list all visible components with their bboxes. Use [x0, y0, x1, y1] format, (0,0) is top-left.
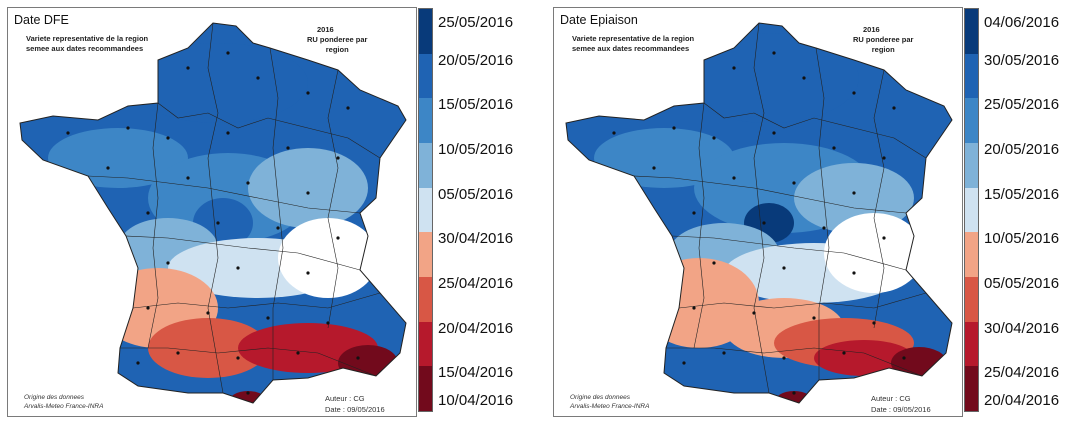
ru-note-line-1: RU ponderee par [853, 35, 914, 44]
legend-swatch [419, 187, 432, 233]
legend-swatch [419, 98, 432, 143]
map-frame: Date DFE Variete representative de la re… [7, 7, 417, 417]
department-borders [633, 22, 927, 394]
map-author: Auteur : CG [871, 394, 911, 403]
map-title: Date Epiaison [560, 13, 638, 27]
subtitle-line-2: semee aux dates recommandees [572, 44, 690, 53]
legend-tick-label: 05/05/2016 [438, 185, 514, 203]
map-panel-epiaison: Date Epiaison Variete representative de … [550, 2, 1080, 420]
legend-swatch [419, 321, 432, 367]
subtitle-line-2: semee aux dates recommandees [26, 44, 144, 53]
map-date: Date : 09/05/2016 [871, 405, 931, 414]
data-origin: Origine des donnees Arvalis-Meteo France… [570, 393, 649, 411]
origin-line-1: Origine des donnees [570, 394, 630, 401]
map-panel-dfe: Date DFE Variete representative de la re… [4, 2, 534, 420]
map-title: Date DFE [14, 13, 69, 27]
ru-note: RU ponderee par region [853, 35, 913, 55]
legend-swatch [419, 232, 432, 277]
ru-note-line-2: region [871, 45, 895, 54]
origin-line-1: Origine des donnees [24, 394, 84, 401]
legend-tick-label: 15/05/2016 [984, 185, 1060, 203]
map-subtitle: Variete representative de la region seme… [572, 34, 694, 54]
map-subtitle: Variete representative de la region seme… [26, 34, 148, 54]
legend-tick-label: 25/05/2016 [984, 96, 1060, 114]
map-year: 2016 [863, 25, 880, 34]
legend-swatch [965, 98, 978, 143]
data-origin: Origine des donnees Arvalis-Meteo France… [24, 393, 103, 411]
choropleth-fill [20, 23, 406, 403]
legend-tick-label: 20/05/2016 [438, 51, 514, 69]
legend-swatch [419, 276, 432, 322]
department-borders [87, 22, 381, 394]
subtitle-line-1: Variete representative de la region [26, 34, 149, 43]
ru-note-line-1: RU ponderee par [307, 35, 368, 44]
legend-swatch [965, 276, 978, 322]
legend-tick-label: 05/05/2016 [984, 275, 1060, 292]
legend-tick-label: 10/05/2016 [438, 141, 514, 158]
map-date: Date : 09/05/2016 [325, 405, 385, 414]
legend-tick-label: 10/05/2016 [984, 230, 1060, 248]
legend-tick-label: 30/04/2016 [984, 319, 1060, 337]
legend-colorbar [418, 8, 433, 412]
map-author: Auteur : CG [325, 394, 365, 403]
legend-tick-label: 25/04/2016 [438, 275, 514, 292]
legend-swatch [419, 366, 432, 411]
legend-swatch [419, 53, 432, 99]
map-year: 2016 [317, 25, 334, 34]
legend-swatch [965, 142, 978, 188]
legend-swatch [419, 142, 432, 188]
ru-note: RU ponderee par region [307, 35, 367, 55]
legend-tick-label: 15/04/2016 [438, 364, 514, 382]
subtitle-line-1: Variete representative de la region [572, 34, 695, 43]
legend-tick-label: 20/04/2016 [984, 392, 1060, 409]
legend-tick-label: 25/04/2016 [984, 364, 1060, 382]
map-frame: Date Epiaison Variete representative de … [553, 7, 963, 417]
origin-line-2: Arvalis-Meteo France-INRA [570, 403, 650, 410]
ru-note-line-2: region [325, 45, 349, 54]
legend-tick-label: 25/05/2016 [438, 13, 514, 31]
legend-colorbar [964, 8, 979, 412]
legend-tick-label: 30/04/2016 [438, 230, 514, 248]
france-map [19, 22, 407, 404]
legend-tick-label: 04/06/2016 [984, 13, 1060, 31]
france-map [565, 22, 953, 404]
origin-line-2: Arvalis-Meteo France-INRA [24, 403, 104, 410]
legend-swatch [965, 366, 978, 411]
legend-swatch [419, 9, 432, 54]
choropleth-fill [566, 23, 952, 403]
station-points [612, 51, 906, 395]
legend-swatch [965, 53, 978, 99]
legend-swatch [965, 9, 978, 54]
legend-tick-label: 20/04/2016 [438, 319, 514, 337]
legend-tick-label: 15/05/2016 [438, 96, 514, 114]
legend-swatch [965, 187, 978, 233]
legend-tick-label: 10/04/2016 [438, 392, 514, 409]
legend-tick-label: 30/05/2016 [984, 51, 1060, 69]
station-points [66, 51, 360, 395]
legend-swatch [965, 232, 978, 277]
legend-swatch [965, 321, 978, 367]
legend-tick-label: 20/05/2016 [984, 141, 1060, 158]
